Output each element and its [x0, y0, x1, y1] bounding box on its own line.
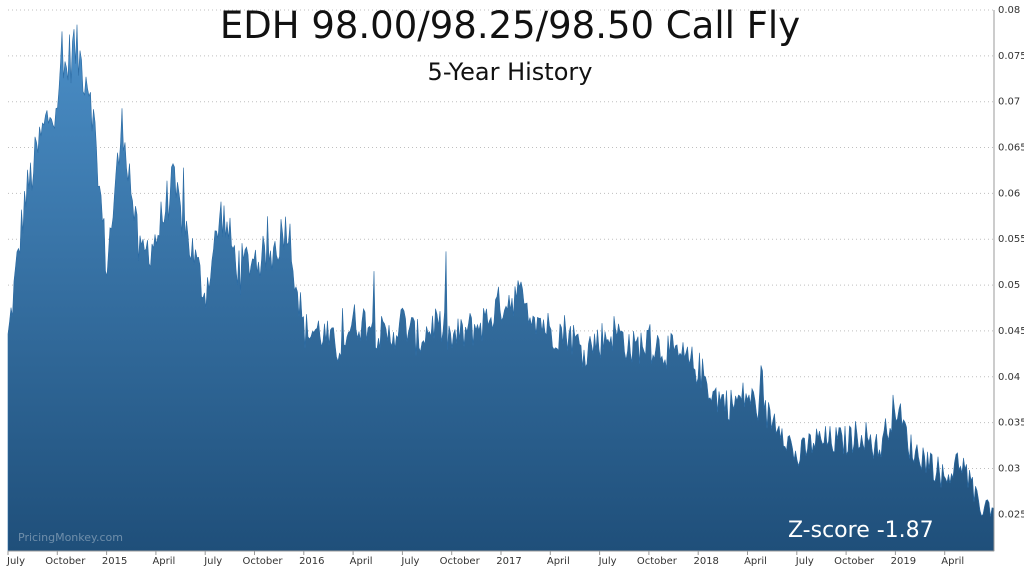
x-tick-label: July [795, 556, 814, 567]
chart-title: EDH 98.00/98.25/98.50 Call Fly [219, 4, 801, 47]
x-tick-label: April [547, 556, 570, 567]
x-tick-label: July [203, 556, 222, 567]
y-tick-label: 0.04 [998, 372, 1020, 383]
y-tick-label: 0.065 [998, 143, 1024, 154]
y-axis-ticks: 0.025 0.03 0.035 0.04 0.045 0.05 0.055 0.06 0.06… [998, 5, 1024, 520]
y-tick-label: 0.07 [998, 97, 1020, 108]
y-tick-label: 0.05 [998, 280, 1020, 291]
x-tick-label: October [637, 556, 678, 567]
y-tick-label: 0.035 [998, 418, 1024, 429]
x-tick-label: July [598, 556, 617, 567]
zscore-annotation: Z-score -1.87 [788, 518, 934, 543]
watermark: PricingMonkey.com [18, 531, 123, 544]
x-tick-label: 2019 [891, 556, 916, 567]
chart-subtitle: 5-Year History [427, 58, 593, 86]
y-tick-label: 0.08 [998, 5, 1020, 16]
x-tick-label: April [152, 556, 175, 567]
y-tick-label: 0.075 [998, 51, 1024, 62]
y-tick-label: 0.045 [998, 326, 1024, 337]
x-tick-label: October [45, 556, 86, 567]
x-tick-label: April [744, 556, 767, 567]
area-series [7, 24, 995, 552]
y-tick-label: 0.03 [998, 463, 1020, 474]
x-tick-label: October [440, 556, 481, 567]
x-tick-label: 2018 [693, 556, 718, 567]
x-tick-label: July [6, 556, 25, 567]
x-tick-label: October [834, 556, 875, 567]
x-tick-label: April [941, 556, 964, 567]
y-tick-label: 0.025 [998, 509, 1024, 520]
x-tick-label: 2016 [299, 556, 324, 567]
y-tick-label: 0.055 [998, 234, 1024, 245]
x-tick-label: July [400, 556, 419, 567]
x-tick-label: October [242, 556, 283, 567]
x-tick-label: 2015 [102, 556, 127, 567]
y-tick-label: 0.06 [998, 188, 1020, 199]
x-tick-label: 2017 [496, 556, 521, 567]
x-tick-label: April [350, 556, 373, 567]
x-axis-ticks: July October 2015 April July October 2016 April… [6, 551, 964, 567]
